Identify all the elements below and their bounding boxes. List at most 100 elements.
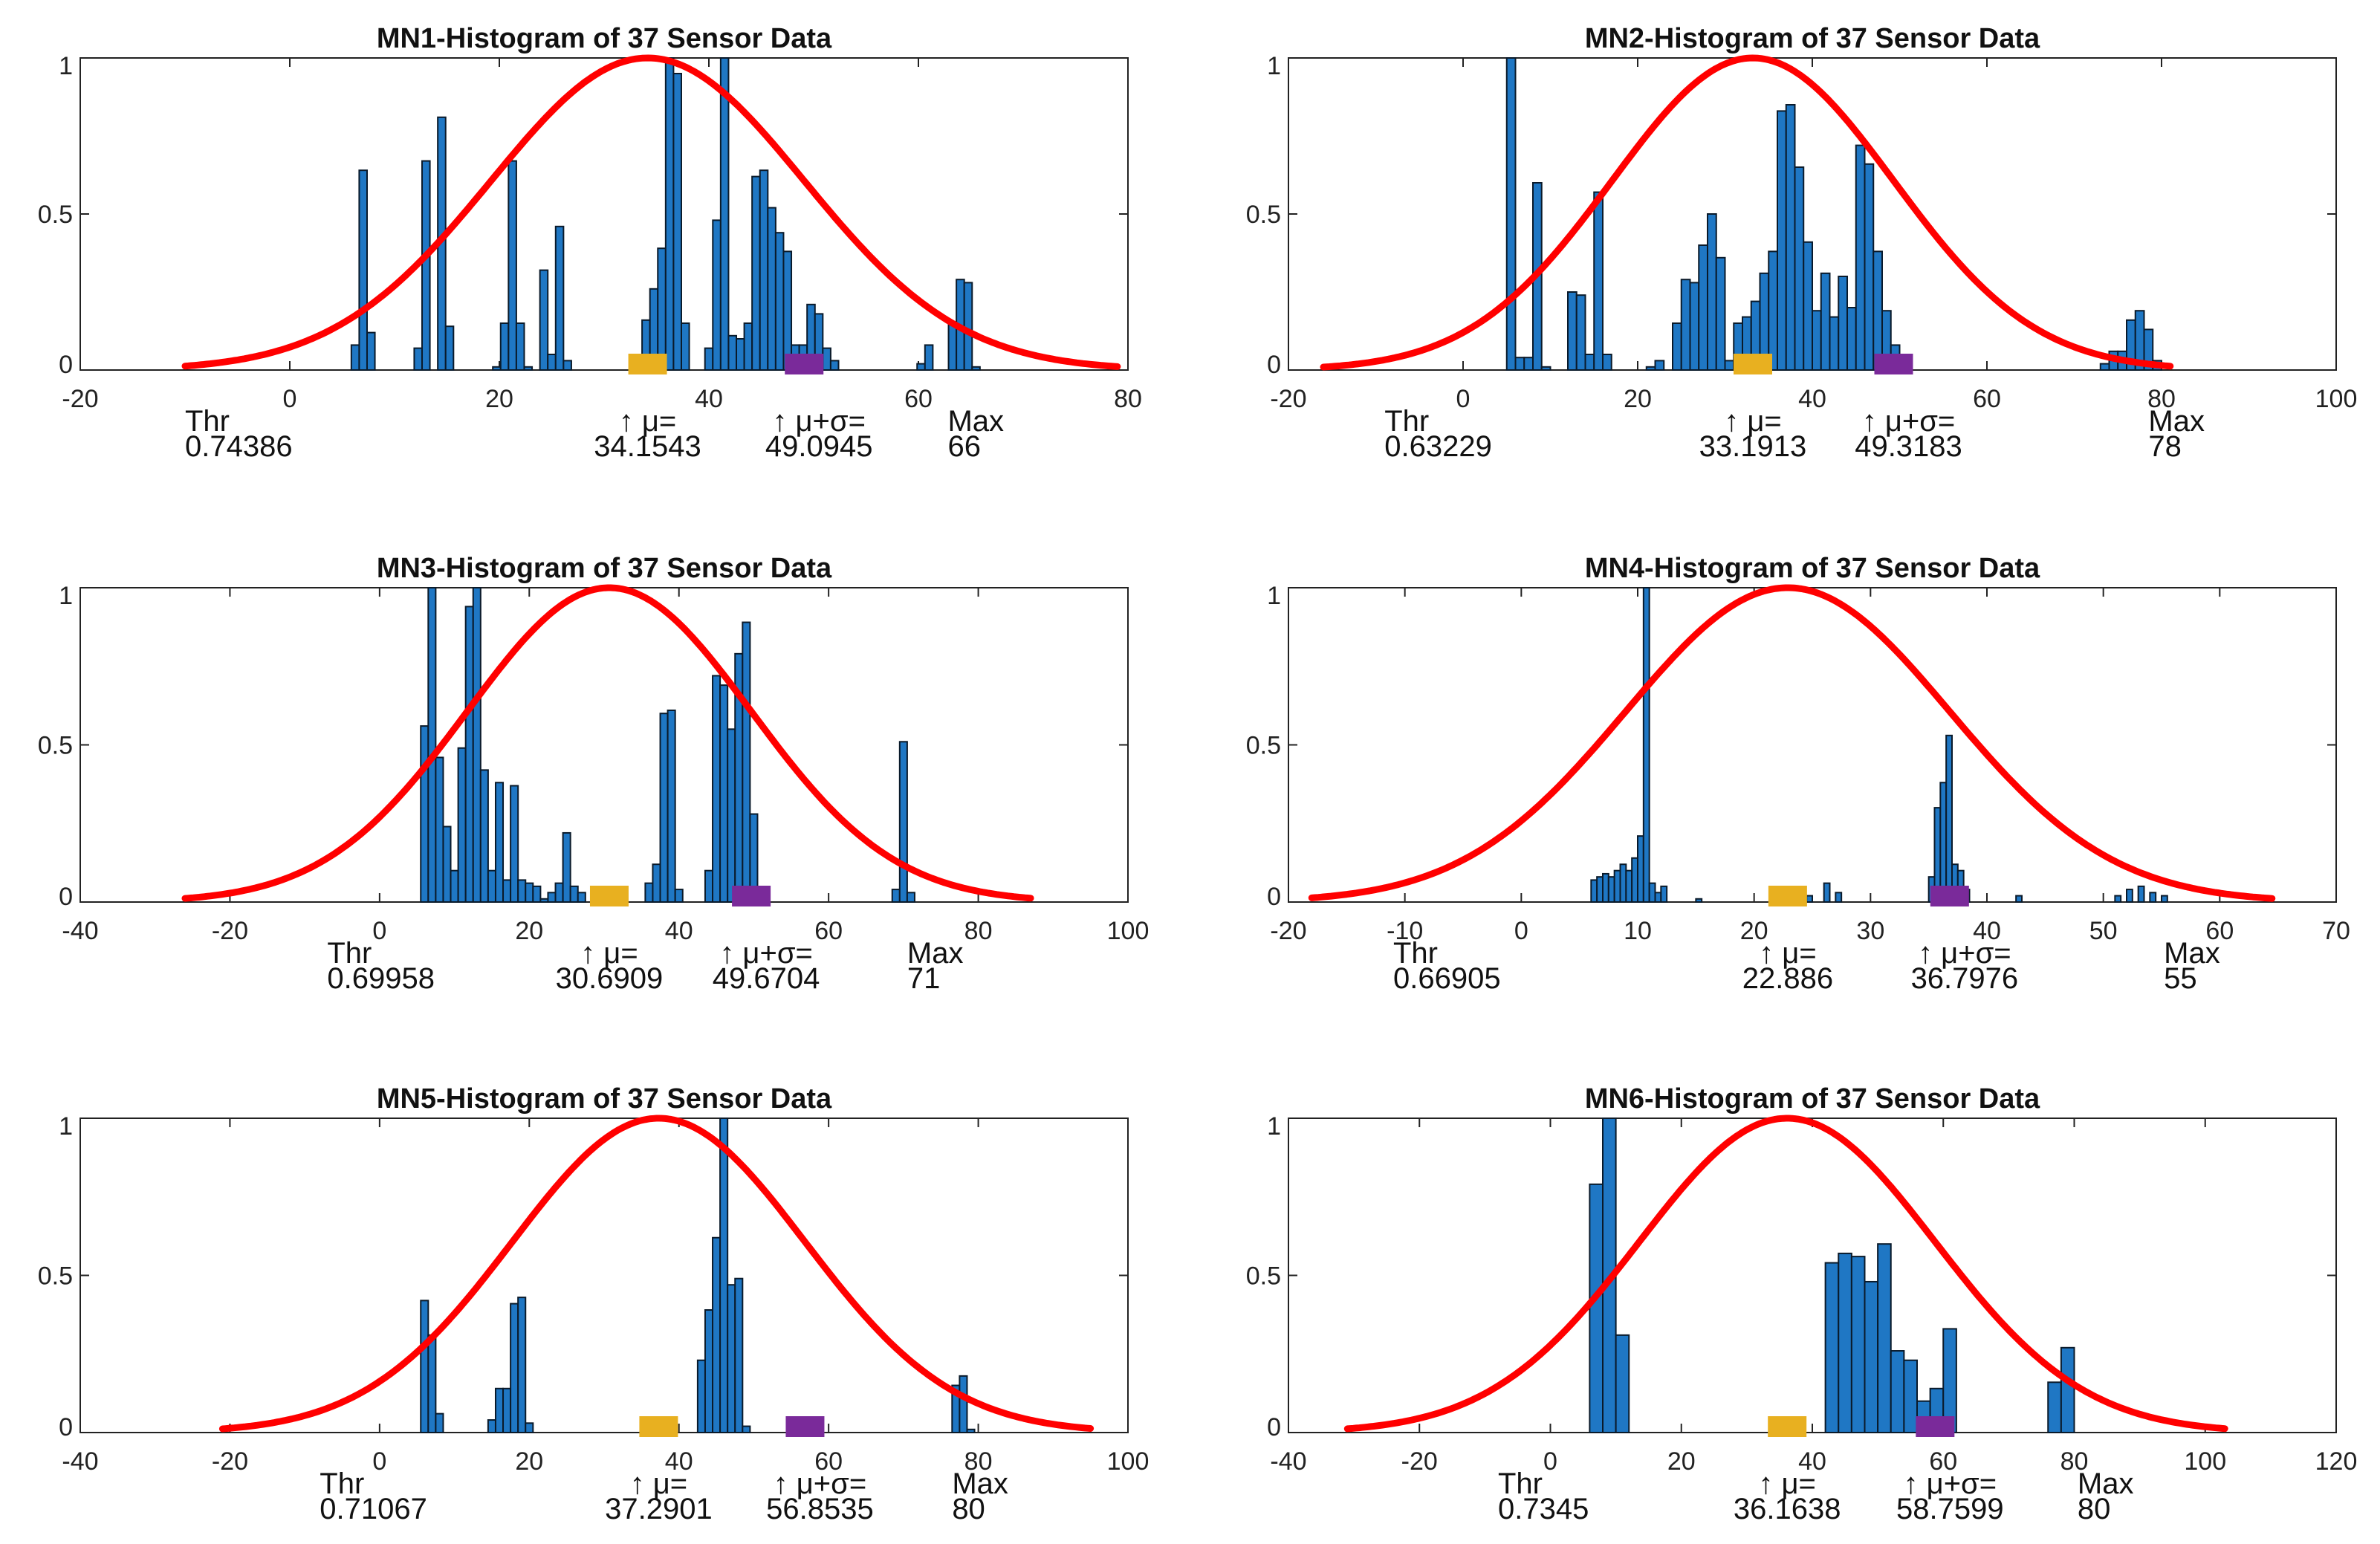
histogram-bar bbox=[562, 831, 571, 903]
histogram-bar bbox=[577, 892, 586, 904]
histogram-bar bbox=[1803, 241, 1813, 371]
mean-marker bbox=[639, 1416, 678, 1437]
histogram-bar bbox=[2161, 895, 2168, 904]
histogram-bar bbox=[1613, 869, 1621, 903]
histogram-bar bbox=[1596, 876, 1604, 904]
mean-plus-sigma-marker bbox=[1930, 886, 1969, 906]
threshold-label: Thr bbox=[327, 937, 372, 970]
x-tick-label: 30 bbox=[1856, 917, 1884, 945]
y-tick-label: 0.5 bbox=[38, 201, 73, 229]
x-tick-label: 20 bbox=[1667, 1447, 1696, 1476]
histogram-bar bbox=[1846, 307, 1857, 371]
max-label: Max bbox=[2078, 1467, 2134, 1500]
histogram-bar bbox=[1850, 1256, 1866, 1433]
histogram-bar bbox=[1724, 360, 1735, 371]
x-tick-label: 120 bbox=[2315, 1447, 2358, 1476]
plot-area-1 bbox=[80, 57, 1129, 371]
threshold-label: Thr bbox=[1384, 405, 1429, 438]
histogram-bar bbox=[742, 1425, 751, 1434]
x-tick-label: -40 bbox=[62, 1447, 98, 1476]
y-tick-label: 1 bbox=[59, 1112, 73, 1141]
histogram-bar bbox=[644, 882, 654, 903]
histogram-bar bbox=[712, 675, 722, 903]
x-tick-label: 50 bbox=[2089, 917, 2118, 945]
x-tick-label: 40 bbox=[665, 1447, 693, 1476]
normal-fit-curve bbox=[181, 54, 1121, 370]
mean-plus-sigma-marker bbox=[785, 354, 824, 374]
histogram-bar bbox=[1631, 857, 1639, 904]
histogram-bar bbox=[444, 325, 455, 372]
x-tick-label: 100 bbox=[1107, 1447, 1150, 1476]
chart-title-2: MN2-Histogram of 37 Sensor Data bbox=[1585, 23, 2040, 54]
histogram-bar bbox=[674, 889, 684, 903]
histogram-bar bbox=[1680, 279, 1691, 372]
histogram-bar bbox=[1812, 310, 1822, 372]
histogram-bar bbox=[1602, 872, 1609, 904]
max-value: 66 bbox=[947, 430, 981, 463]
mean-plus-sigma-value: 49.0945 bbox=[765, 430, 873, 463]
histogram-bar bbox=[712, 219, 722, 371]
histogram-bar bbox=[2047, 1381, 2062, 1433]
histogram-bar bbox=[554, 225, 565, 371]
mean-plus-sigma-label: ↑ μ+σ= bbox=[1862, 405, 1956, 438]
histogram-bar bbox=[502, 1387, 512, 1434]
histogram-bar bbox=[517, 1297, 527, 1433]
histogram-bar bbox=[420, 1300, 429, 1433]
mean-plus-sigma-value: 36.7976 bbox=[1911, 962, 2019, 995]
histogram-bar bbox=[427, 587, 437, 903]
x-tick-label: 100 bbox=[1107, 917, 1150, 945]
histogram-bar bbox=[539, 898, 549, 904]
histogram-bar bbox=[1820, 272, 1831, 371]
mean-label: ↑ μ= bbox=[630, 1467, 688, 1500]
histogram-bar bbox=[358, 169, 368, 371]
histogram-bar bbox=[667, 709, 676, 903]
max-label: Max bbox=[952, 1467, 1008, 1500]
histogram-bar bbox=[1698, 244, 1708, 371]
y-tick-label: 1 bbox=[1267, 582, 1281, 610]
histogram-bar bbox=[704, 1309, 714, 1434]
histogram-bar bbox=[924, 344, 934, 371]
normal-fit-curve bbox=[218, 1115, 1095, 1433]
x-tick-label: 10 bbox=[1624, 917, 1652, 945]
plot-area-6 bbox=[1288, 1118, 2337, 1433]
histogram-bar bbox=[719, 1118, 729, 1433]
x-tick-label: 60 bbox=[814, 917, 843, 945]
threshold-value: 0.63229 bbox=[1384, 430, 1492, 463]
x-tick-label: 80 bbox=[1114, 385, 1142, 413]
mean-label: ↑ μ= bbox=[619, 405, 677, 438]
histogram-bar bbox=[1505, 57, 1517, 371]
x-tick-label: -40 bbox=[62, 917, 98, 945]
histogram-bar bbox=[525, 1422, 534, 1434]
histogram-bar bbox=[916, 363, 926, 372]
histogram-bar bbox=[1864, 1280, 1879, 1433]
histogram-bar bbox=[1689, 282, 1700, 371]
histogram-bar bbox=[1939, 782, 1948, 904]
histogram-bar bbox=[2149, 892, 2157, 904]
histogram-bar bbox=[1945, 734, 1953, 903]
max-value: 78 bbox=[2148, 430, 2182, 463]
histogram-bar bbox=[427, 1334, 437, 1433]
histogram-bar bbox=[659, 713, 669, 904]
threshold-label: Thr bbox=[185, 405, 230, 438]
histogram-bar bbox=[1607, 876, 1615, 904]
x-tick-label: 70 bbox=[2322, 917, 2350, 945]
histogram-bar bbox=[442, 825, 452, 903]
histogram-bar bbox=[1642, 587, 1650, 903]
histogram-bar bbox=[510, 1303, 519, 1433]
plot-area-3 bbox=[80, 587, 1129, 903]
histogram-bar bbox=[1864, 163, 1875, 372]
histogram-bar bbox=[547, 354, 557, 371]
x-tick-label: 60 bbox=[904, 385, 933, 413]
histogram-bar bbox=[532, 885, 542, 903]
mean-label: ↑ μ= bbox=[1758, 1467, 1816, 1500]
histogram-bar bbox=[502, 879, 512, 904]
histogram-bar bbox=[539, 269, 549, 371]
histogram-bar bbox=[2137, 885, 2145, 903]
y-tick-label: 0 bbox=[59, 883, 73, 911]
histogram-bar bbox=[727, 1284, 736, 1433]
threshold-label: Thr bbox=[320, 1467, 364, 1500]
histogram-bar bbox=[2143, 328, 2154, 371]
max-value: 80 bbox=[952, 1493, 985, 1525]
x-tick-label: 40 bbox=[1798, 1447, 1826, 1476]
histogram-bar bbox=[652, 863, 661, 903]
